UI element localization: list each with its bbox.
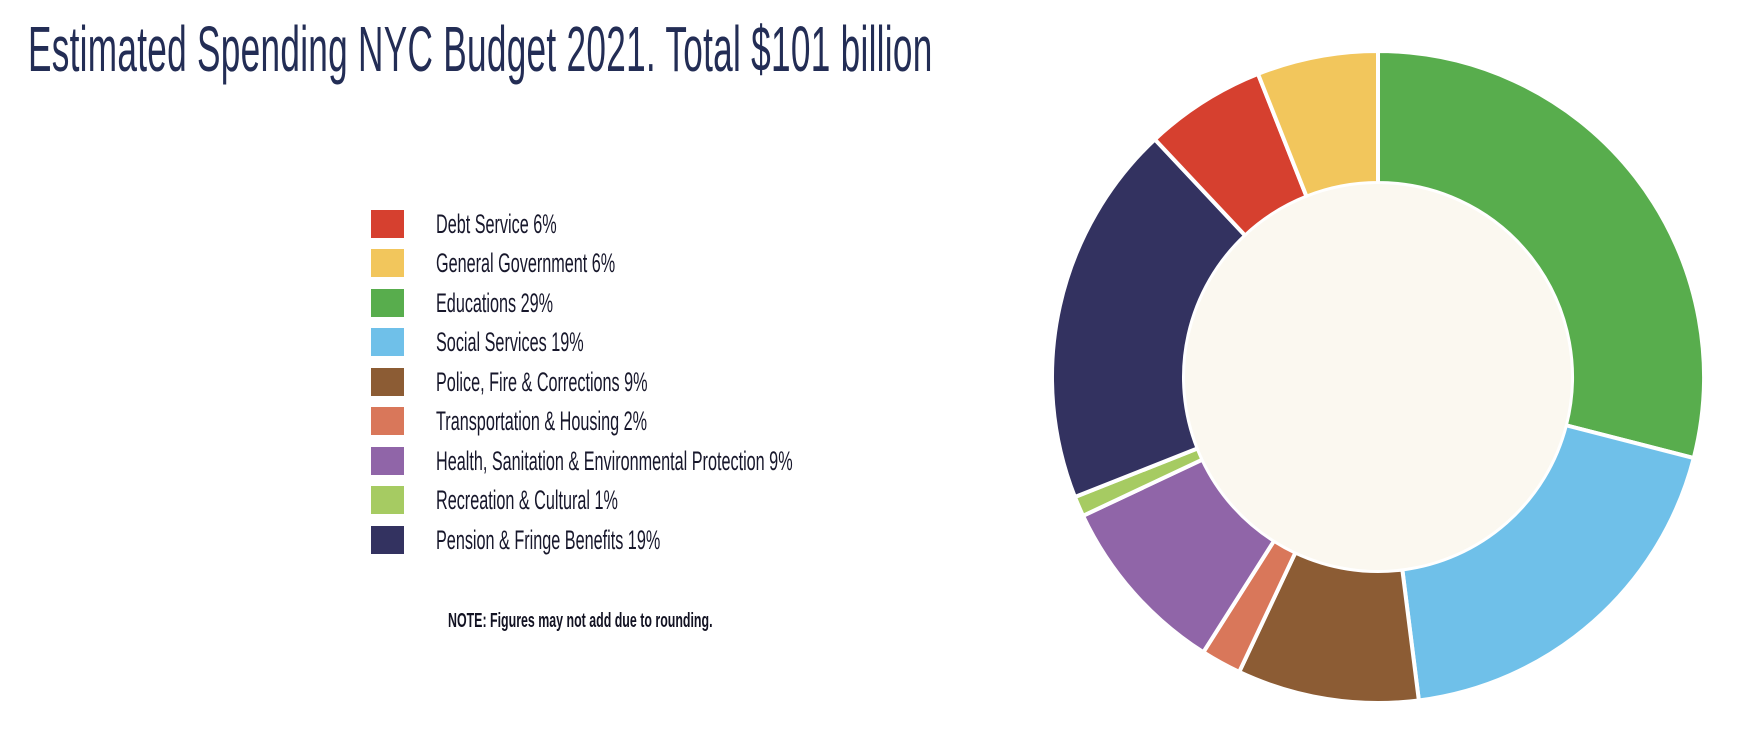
legend-label: Social Services 19% — [436, 327, 584, 358]
legend-item: Recreation & Cultural 1% — [371, 481, 1030, 521]
legend-item: General Government 6% — [371, 244, 1030, 284]
legend-swatch — [371, 288, 404, 317]
legend-swatch — [371, 249, 404, 278]
legend-item: Educations 29% — [371, 283, 1030, 323]
legend-swatch — [371, 407, 404, 436]
legend-label: Pension & Fringe Benefits 19% — [436, 524, 661, 555]
donut-segment — [1400, 422, 1697, 703]
legend-swatch — [371, 209, 404, 238]
legend-swatch — [371, 328, 404, 357]
legend-swatch — [371, 446, 404, 475]
donut-hole — [1185, 184, 1571, 570]
legend-item: Police, Fire & Corrections 9% — [371, 362, 1030, 402]
chart-title: Estimated Spending NYC Budget 2021. Tota… — [28, 13, 933, 85]
donut-segment — [1255, 48, 1380, 200]
legend-item: Transportation & Housing 2% — [371, 402, 1030, 442]
legend: Debt Service 6% General Government 6% Educ… — [371, 204, 1030, 560]
legend-swatch — [371, 525, 404, 554]
donut-segment — [1376, 48, 1706, 461]
legend-label: Transportation & Housing 2% — [436, 406, 648, 437]
legend-item: Social Services 19% — [371, 323, 1030, 363]
legend-label: General Government 6% — [436, 248, 616, 279]
legend-label: Recreation & Cultural 1% — [436, 485, 618, 516]
legend-item: Pension & Fringe Benefits 19% — [371, 520, 1030, 560]
rounding-note: NOTE: Figures may not add due to roundin… — [448, 610, 713, 632]
legend-item: Debt Service 6% — [371, 204, 1030, 244]
legend-swatch — [371, 367, 404, 396]
legend-label: Educations 29% — [436, 287, 554, 318]
legend-label: Health, Sanitation & Environmental Prote… — [436, 445, 793, 476]
donut-segment — [1050, 136, 1249, 500]
legend-swatch — [371, 486, 404, 515]
legend-item: Health, Sanitation & Environmental Prote… — [371, 441, 1030, 481]
legend-label: Debt Service 6% — [436, 208, 557, 239]
legend-label: Police, Fire & Corrections 9% — [436, 366, 648, 397]
